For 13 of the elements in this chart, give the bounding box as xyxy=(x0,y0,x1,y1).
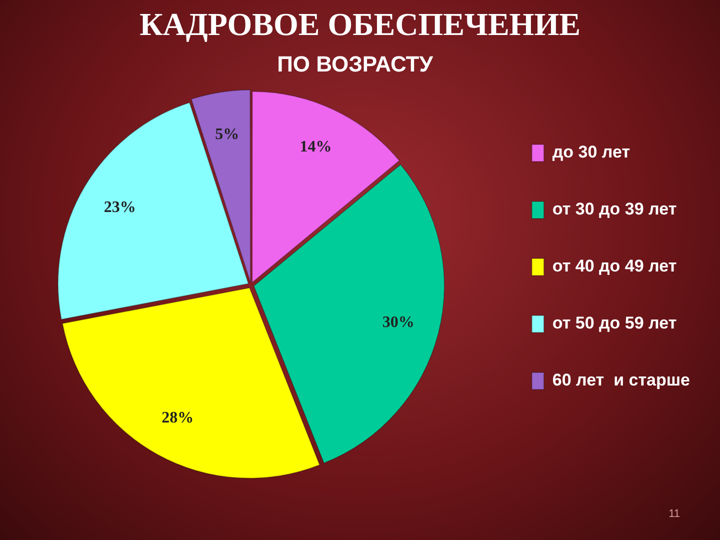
chart-subtitle: ПО ВОЗРАСТУ xyxy=(277,51,434,76)
legend-label: от 30 до 39 лет xyxy=(552,200,677,219)
legend-label: от 40 до 49 лет xyxy=(552,256,677,276)
legend-label: 60 лет и старше xyxy=(552,370,690,390)
legend-label: от 50 до 59 лет xyxy=(552,314,677,333)
text: 11 xyxy=(668,508,680,520)
data-label: 28% xyxy=(162,410,194,427)
chart-title: КАДРОВОЕ ОБЕСПЕЧЕНИЕ xyxy=(138,6,582,43)
data-label: 5% xyxy=(215,126,240,143)
legend-label: до 30 лет xyxy=(552,142,630,162)
data-label: 23% xyxy=(104,198,136,216)
data-label: 14% xyxy=(300,138,332,156)
data-label: 30% xyxy=(382,314,414,332)
